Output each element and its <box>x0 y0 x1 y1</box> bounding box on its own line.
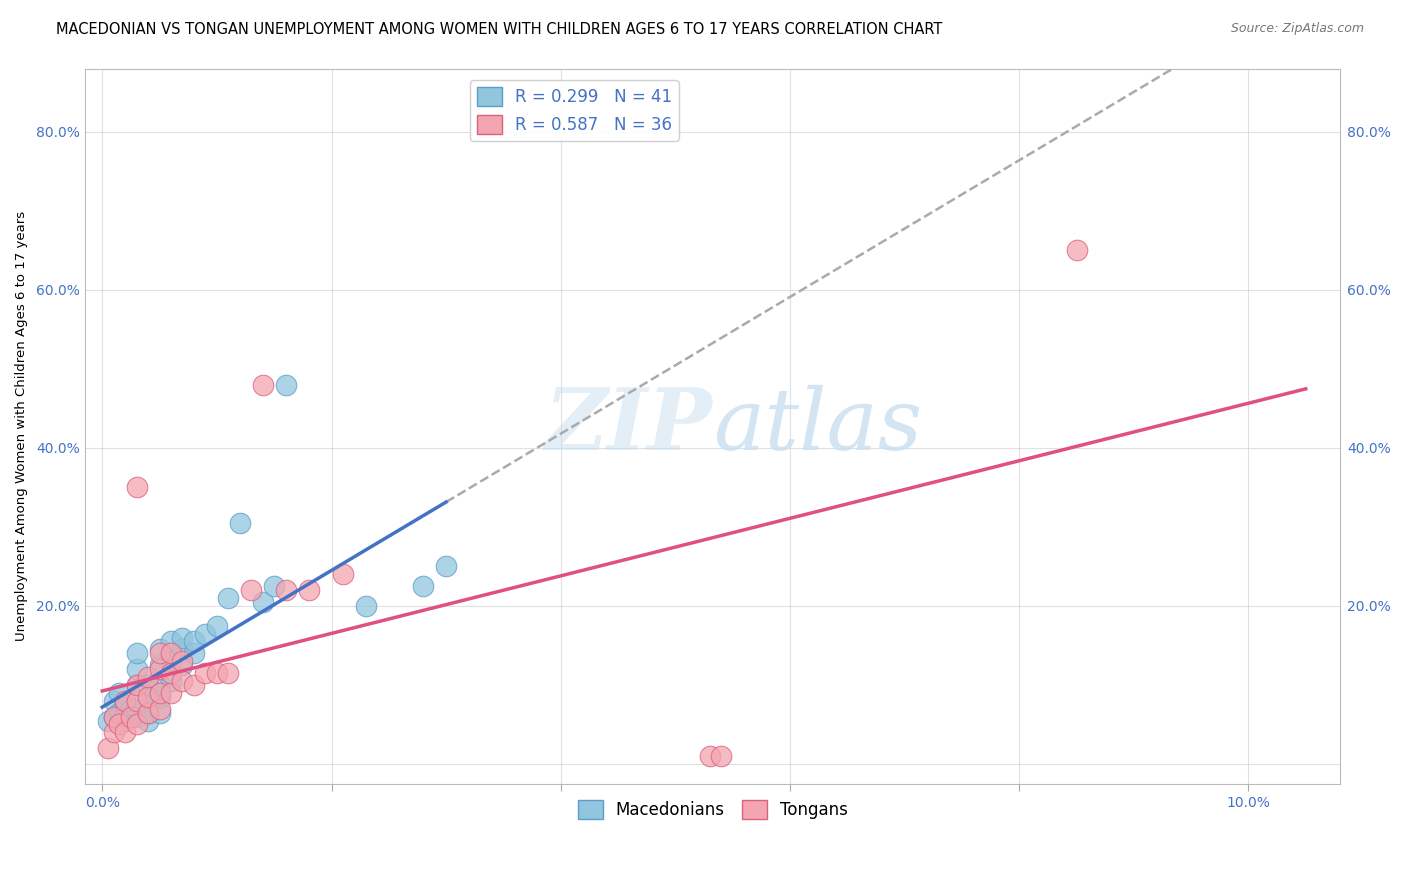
Point <box>160 634 183 648</box>
Point <box>125 694 148 708</box>
Point <box>136 670 159 684</box>
Point <box>136 714 159 728</box>
Point <box>183 634 205 648</box>
Point <box>194 666 217 681</box>
Point <box>240 583 263 598</box>
Y-axis label: Unemployment Among Women with Children Ages 6 to 17 years: Unemployment Among Women with Children A… <box>15 211 28 641</box>
Point <box>125 717 148 731</box>
Point <box>97 741 120 756</box>
Point <box>148 690 170 704</box>
Point <box>205 666 228 681</box>
Point <box>125 709 148 723</box>
Point <box>148 658 170 673</box>
Point <box>148 662 170 676</box>
Point <box>183 678 205 692</box>
Point <box>160 673 183 688</box>
Point <box>217 666 239 681</box>
Point <box>160 666 183 681</box>
Point <box>172 642 194 657</box>
Text: atlas: atlas <box>713 384 922 467</box>
Point <box>148 706 170 720</box>
Point <box>183 646 205 660</box>
Point <box>97 714 120 728</box>
Text: ZIP: ZIP <box>544 384 713 468</box>
Point <box>114 706 136 720</box>
Point <box>172 654 194 668</box>
Point <box>160 646 183 660</box>
Point <box>136 678 159 692</box>
Point <box>274 583 297 598</box>
Point <box>125 678 148 692</box>
Point <box>114 714 136 728</box>
Point <box>136 690 159 704</box>
Point <box>136 706 159 720</box>
Point <box>710 749 733 764</box>
Point <box>297 583 319 598</box>
Point <box>205 618 228 632</box>
Point <box>172 631 194 645</box>
Point <box>108 706 131 720</box>
Point <box>120 701 142 715</box>
Point <box>148 646 170 660</box>
Point <box>160 686 183 700</box>
Point <box>354 599 377 613</box>
Point <box>103 709 125 723</box>
Point <box>120 709 142 723</box>
Point <box>136 706 159 720</box>
Point <box>434 559 457 574</box>
Point <box>412 579 434 593</box>
Point <box>252 377 274 392</box>
Point <box>274 377 297 392</box>
Text: Source: ZipAtlas.com: Source: ZipAtlas.com <box>1230 22 1364 36</box>
Point <box>263 579 285 593</box>
Point <box>125 662 148 676</box>
Point <box>108 686 131 700</box>
Point <box>229 516 252 530</box>
Point <box>160 654 183 668</box>
Point <box>148 701 170 715</box>
Point <box>148 678 170 692</box>
Point <box>125 701 148 715</box>
Point <box>252 595 274 609</box>
Point <box>1066 244 1088 258</box>
Point <box>114 698 136 712</box>
Point <box>103 694 125 708</box>
Point <box>194 626 217 640</box>
Point <box>125 480 148 494</box>
Point <box>125 646 148 660</box>
Point <box>217 591 239 605</box>
Point <box>114 694 136 708</box>
Point <box>136 690 159 704</box>
Text: MACEDONIAN VS TONGAN UNEMPLOYMENT AMONG WOMEN WITH CHILDREN AGES 6 TO 17 YEARS C: MACEDONIAN VS TONGAN UNEMPLOYMENT AMONG … <box>56 22 942 37</box>
Point <box>332 567 354 582</box>
Point <box>172 658 194 673</box>
Point <box>148 642 170 657</box>
Point <box>114 725 136 739</box>
Point <box>125 678 148 692</box>
Point <box>103 725 125 739</box>
Point <box>172 673 194 688</box>
Point <box>699 749 721 764</box>
Legend: Macedonians, Tongans: Macedonians, Tongans <box>571 793 855 825</box>
Point <box>103 709 125 723</box>
Point <box>108 717 131 731</box>
Point <box>148 686 170 700</box>
